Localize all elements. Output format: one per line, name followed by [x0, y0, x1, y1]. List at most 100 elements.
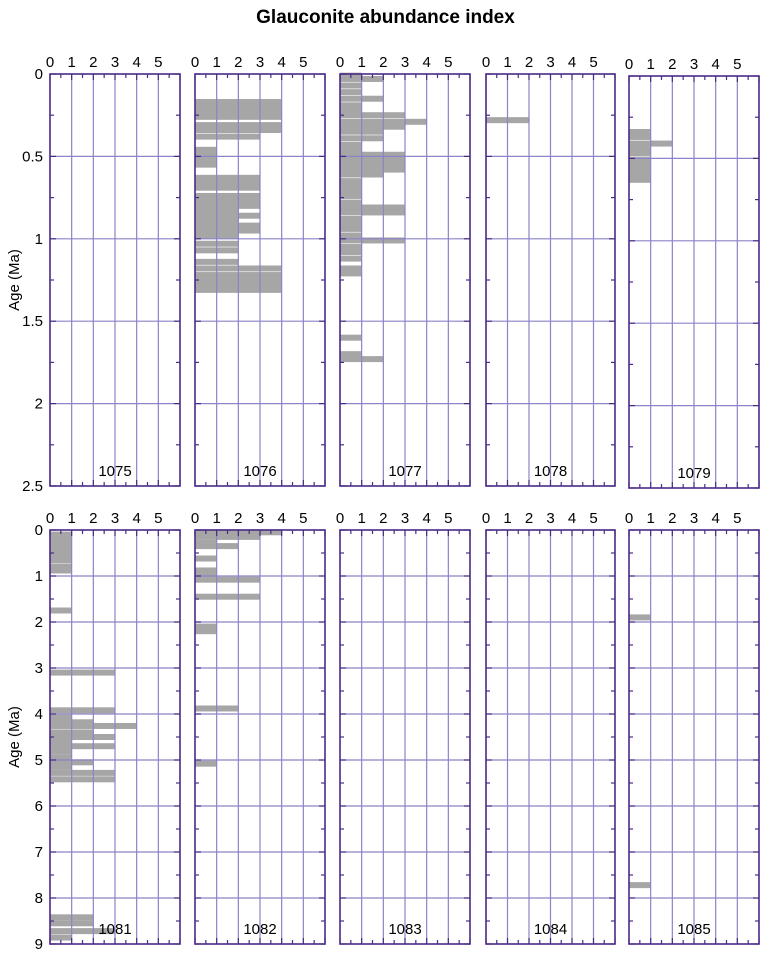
glauconite-bar — [629, 882, 651, 889]
glauconite-bar — [340, 199, 362, 206]
glauconite-bar — [195, 555, 217, 562]
x-tick-label: 4 — [711, 56, 719, 73]
glauconite-bar — [340, 237, 405, 244]
site-label: 1085 — [677, 921, 710, 938]
glauconite-bar — [50, 550, 72, 557]
x-tick-label: 4 — [132, 510, 140, 527]
y-tick-label: 1 — [35, 231, 43, 248]
y-tick-label: 2.5 — [22, 478, 43, 495]
glauconite-bar — [195, 202, 260, 209]
x-tick-label: 2 — [668, 510, 676, 527]
glauconite-bar — [629, 166, 651, 173]
glauconite-bar — [629, 133, 651, 140]
panel-frame — [485, 529, 616, 945]
glauconite-bar — [195, 212, 260, 219]
glauconite-bar — [50, 734, 115, 740]
x-tick-label: 1 — [503, 54, 511, 71]
glauconite-bar — [340, 123, 405, 130]
glauconite-bar — [50, 928, 115, 935]
glauconite-bar — [629, 176, 651, 183]
glauconite-bar — [195, 628, 217, 635]
site-label: 1082 — [243, 921, 276, 938]
glauconite-bar — [340, 270, 362, 277]
glauconite-bar — [50, 547, 72, 554]
glauconite-bar — [195, 156, 217, 163]
glauconite-bar — [50, 554, 72, 561]
glauconite-bar — [50, 534, 72, 541]
x-tick-label: 1 — [357, 510, 365, 527]
glauconite-bar — [50, 707, 115, 714]
glauconite-bar — [50, 538, 72, 545]
x-tick-label: 0 — [625, 56, 633, 73]
y-tick-label: 9 — [35, 936, 43, 953]
x-tick-label: 2 — [234, 54, 242, 71]
glauconite-bar — [340, 141, 362, 148]
glauconite-bar — [340, 102, 362, 109]
glauconite-bar — [195, 133, 260, 140]
x-tick-label: 3 — [256, 510, 264, 527]
y-tick-label: 0.5 — [22, 148, 43, 165]
x-tick-label: 0 — [191, 510, 199, 527]
glauconite-bar — [50, 934, 72, 941]
glauconite-bar — [340, 166, 405, 173]
x-tick-label: 3 — [111, 510, 119, 527]
x-tick-label: 3 — [401, 54, 409, 71]
glauconite-bar — [50, 769, 115, 776]
x-tick-label: 0 — [336, 54, 344, 71]
x-tick-label: 4 — [711, 510, 719, 527]
x-tick-label: 1 — [646, 56, 654, 73]
x-tick-label: 4 — [422, 510, 430, 527]
y-tick-label: 7 — [35, 844, 43, 861]
x-tick-label: 5 — [733, 510, 741, 527]
panel-1079 — [628, 75, 760, 489]
glauconite-bar — [629, 614, 651, 621]
glauconite-bar — [340, 161, 405, 168]
x-tick-label: 5 — [154, 510, 162, 527]
glauconite-bar — [50, 763, 72, 770]
panel-1085 — [628, 529, 760, 945]
x-tick-label: 3 — [546, 510, 554, 527]
glauconite-bar — [340, 146, 362, 153]
x-tick-label: 4 — [422, 54, 430, 71]
glauconite-bar — [340, 112, 405, 119]
glauconite-bar — [50, 531, 72, 538]
x-tick-label: 0 — [336, 510, 344, 527]
x-tick-label: 3 — [690, 56, 698, 73]
x-tick-label: 4 — [277, 510, 285, 527]
panel-frame — [339, 529, 471, 945]
glauconite-bar — [50, 738, 72, 745]
x-tick-label: 4 — [568, 54, 576, 71]
glauconite-bar — [340, 220, 362, 227]
x-tick-label: 4 — [277, 54, 285, 71]
glauconite-bar — [195, 539, 217, 546]
glauconite-bar — [340, 255, 362, 262]
x-tick-label: 0 — [482, 510, 490, 527]
site-label: 1083 — [388, 921, 421, 938]
x-tick-label: 3 — [401, 510, 409, 527]
glauconite-bar — [629, 129, 651, 136]
y-tick-label: 1 — [35, 568, 43, 585]
glauconite-bar — [340, 334, 362, 341]
glauconite-bar — [629, 157, 651, 164]
glauconite-bar — [340, 178, 362, 185]
x-tick-label: 0 — [482, 54, 490, 71]
x-tick-label: 3 — [256, 54, 264, 71]
x-tick-label: 5 — [733, 56, 741, 73]
glauconite-bar — [50, 776, 115, 783]
glauconite-bar — [340, 188, 362, 195]
x-tick-label: 5 — [299, 510, 307, 527]
glauconite-bar — [340, 192, 362, 199]
x-tick-label: 2 — [234, 510, 242, 527]
x-tick-label: 1 — [503, 510, 511, 527]
x-tick-label: 2 — [89, 54, 97, 71]
glauconite-bar — [340, 248, 362, 255]
x-tick-label: 2 — [379, 510, 387, 527]
glauconite-bar — [195, 576, 260, 583]
glauconite-bar — [629, 171, 651, 178]
x-tick-label: 5 — [154, 54, 162, 71]
x-tick-label: 0 — [191, 54, 199, 71]
panel-frame — [194, 73, 326, 487]
glauconite-bar — [50, 563, 72, 570]
panel-frame — [194, 529, 326, 945]
